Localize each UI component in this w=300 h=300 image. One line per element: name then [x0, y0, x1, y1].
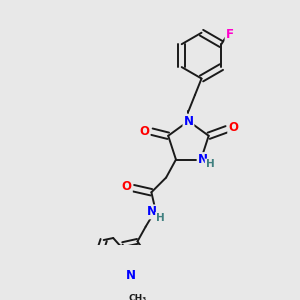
Text: CH₃: CH₃ — [128, 294, 147, 300]
Text: O: O — [228, 121, 238, 134]
Text: N: N — [198, 153, 208, 166]
Text: H: H — [206, 160, 214, 170]
Text: O: O — [122, 180, 132, 193]
Text: F: F — [226, 28, 234, 41]
Text: N: N — [183, 115, 194, 128]
Text: H: H — [156, 213, 165, 223]
Text: N: N — [147, 206, 157, 218]
Text: N: N — [126, 269, 136, 282]
Text: O: O — [140, 125, 149, 138]
